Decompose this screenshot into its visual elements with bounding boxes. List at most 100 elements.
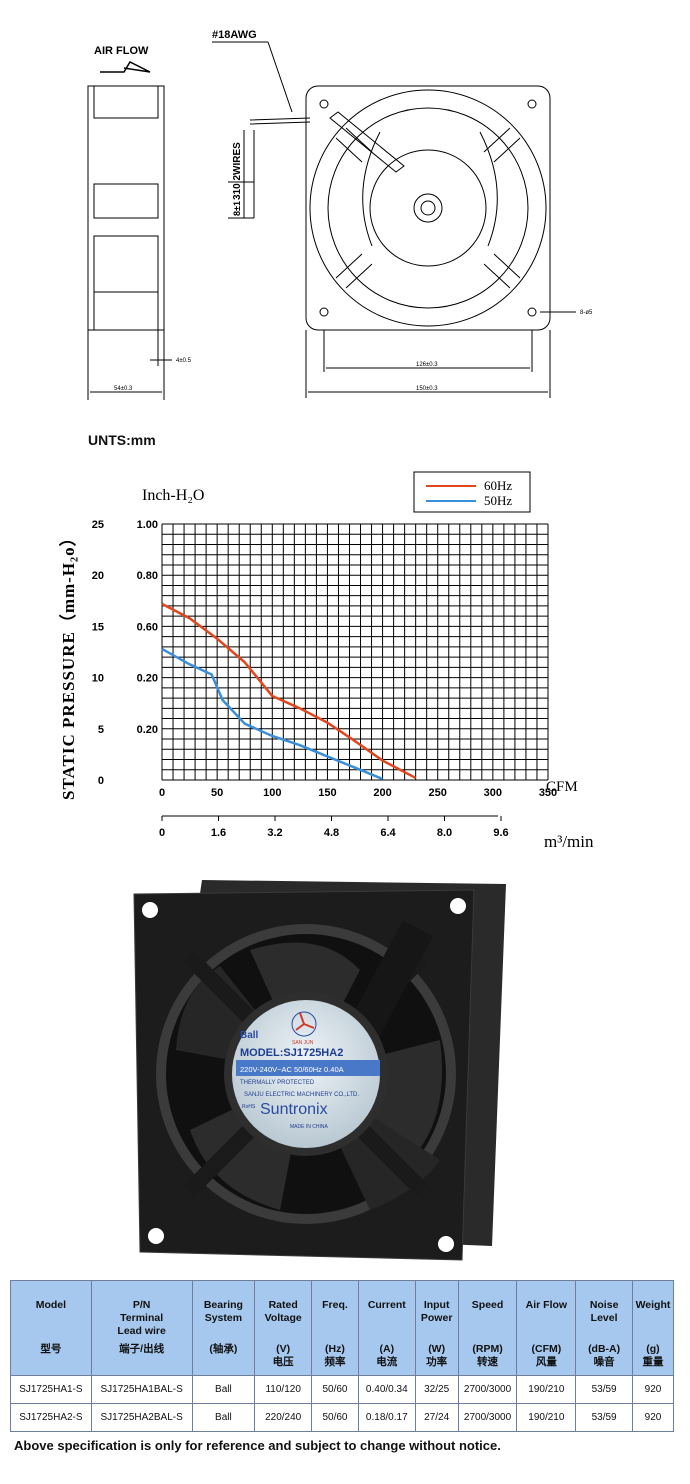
header-unit: (W) [428, 1343, 446, 1355]
table-cell: 0.18/0.17 [357, 1403, 416, 1432]
y-tick-label: 5 [98, 724, 104, 736]
x2-tick-label: 3.2 [267, 827, 282, 839]
header-cn: 噪音 [593, 1356, 615, 1368]
header-cn: 转速 [477, 1356, 499, 1368]
header-label: Input Power [420, 1299, 453, 1324]
y-tick-label: 20 [92, 570, 104, 582]
x-tick-label: 300 [484, 787, 502, 799]
x-tick-label: 100 [263, 787, 281, 799]
table-cell: SJ1725HA1-S [10, 1375, 92, 1404]
table-row: SJ1725HA2-S SJ1725HA2BAL-S Ball 220/240 50/6… [10, 1403, 675, 1432]
header-cell: Bearing System (轴承) [191, 1280, 256, 1376]
y2-tick-label: 0.20 [137, 724, 158, 736]
table-cell: 53/59 [575, 1403, 633, 1432]
chart-grid [161, 523, 549, 781]
fan-label-rating: 220V-240V~AC 50/60Hz 0.40A [240, 1065, 344, 1074]
strip-label: 8±1 [232, 201, 242, 216]
header-cn: (轴承) [209, 1343, 238, 1355]
header-label: Freq. [322, 1299, 348, 1311]
thickness-dim: 4±0.5 [176, 358, 192, 364]
header-unit: (dB-A) [588, 1343, 621, 1355]
header-cn: 功率 [426, 1356, 448, 1368]
header-cell: Input Power (W) 功率 [414, 1280, 459, 1376]
header-cell: Current (A) 电流 [357, 1280, 416, 1376]
header-cn: 端子/出线 [119, 1343, 165, 1355]
header-cell: Rated Voltage (V) 电压 [254, 1280, 313, 1376]
header-cn: 电压 [272, 1356, 294, 1368]
table-cell: 50/60 [311, 1375, 359, 1404]
chart-series [161, 602, 417, 781]
header-label: Air Flow [525, 1299, 568, 1311]
chart-title: Inch-H₂O [142, 487, 204, 504]
header-cn: 频率 [324, 1356, 346, 1368]
header-cell: Air Flow (CFM) 风量 [516, 1280, 577, 1376]
performance-chart: Inch-H₂O STATIC PRESSURE（mm-H₂o） CFM m³/… [58, 471, 594, 851]
y-tick-label: 10 [92, 673, 104, 685]
wire-gauge-label: #18AWG [212, 29, 257, 41]
hole-dim: 8-ø5 [580, 310, 593, 316]
fan-label-model: MODEL:SJ1725HA2 [240, 1047, 343, 1059]
fan-label-rohs: RoHS [242, 1104, 256, 1110]
header-cn: 电流 [376, 1356, 398, 1368]
y-tick-label: 0 [98, 775, 104, 787]
fan-product-photo: Ball SAN JUN MODEL:SJ1725HA2 220V-240V~A… [133, 880, 506, 1261]
header-label: Bearing System [203, 1299, 243, 1324]
x2-tick-label: 6.4 [380, 827, 396, 839]
table-cell: 920 [631, 1403, 675, 1432]
table-cell: SJ1725HA1BAL-S [90, 1375, 193, 1404]
table-cell: 2700/3000 [457, 1403, 518, 1432]
table-cell: SJ1725HA2BAL-S [90, 1403, 193, 1432]
table-cell: Ball [191, 1375, 256, 1404]
header-unit: (g) [646, 1343, 660, 1355]
fan-label-protection: THERMALLY PROTECTED [240, 1080, 315, 1086]
header-label: Speed [471, 1299, 504, 1311]
table-row: SJ1725HA1-S SJ1725HA1BAL-S Ball 110/120 50/6… [10, 1375, 675, 1404]
header-unit: (Hz) [325, 1343, 345, 1355]
table-cell: 0.40/0.34 [357, 1375, 416, 1404]
header-unit: (V) [276, 1343, 291, 1355]
depth-dim: 54±0.3 [114, 386, 133, 392]
front-view [305, 85, 576, 398]
table-cell: 190/210 [516, 1375, 577, 1404]
table-cell: 50/60 [311, 1403, 359, 1432]
header-label: Noise Level [589, 1299, 619, 1324]
table-cell: 920 [631, 1375, 675, 1404]
fan-label-brandmark: SAN JUN [292, 1040, 314, 1046]
series-line-60hz [161, 602, 417, 780]
x-tick-label: 200 [373, 787, 391, 799]
header-cell: Model 型号 [10, 1280, 92, 1376]
fan-label-origin: MADE IN CHINA [290, 1124, 328, 1130]
table-cell: 53/59 [575, 1375, 633, 1404]
header-cell: P/N Terminal Lead wire 端子/出线 [90, 1280, 193, 1376]
x-tick-label: 250 [429, 787, 447, 799]
disclaimer: Above specification is only for referenc… [14, 1438, 501, 1453]
x2-tick-label: 1.6 [211, 827, 226, 839]
fan-label-maker: SANJU ELECTRIC MACHINERY CO.,LTD. [244, 1092, 359, 1098]
table-cell: 32/25 [414, 1375, 459, 1404]
header-unit: (A) [379, 1343, 395, 1355]
x2-tick-label: 8.0 [437, 827, 452, 839]
technical-drawing: AIR FLOW 4±0.5 54±0.3 #18AWG 310 2WIRES … [87, 29, 593, 400]
table-cell: SJ1725HA2-S [10, 1403, 92, 1432]
y-tick-label: 25 [92, 519, 104, 531]
fan-logo-icon [291, 1011, 317, 1037]
x-tick-label: 350 [539, 787, 557, 799]
y-axis-label: STATIC PRESSURE（mm-H₂o） [58, 528, 78, 800]
header-cn: 重量 [642, 1356, 664, 1368]
width-dim: 150±0.3 [416, 386, 438, 392]
table-cell: 27/24 [414, 1403, 459, 1432]
airflow-arrow-icon [100, 61, 151, 73]
header-cn: 风量 [535, 1356, 557, 1368]
hole-pitch-dim: 126±0.3 [416, 362, 438, 368]
x-tick-label: 50 [211, 787, 223, 799]
chart-ticks: 0 50 100 150 200 250 300 35025201510501.000.800… [92, 519, 557, 839]
legend-item-50hz: 50Hz [484, 493, 512, 508]
legend-item-60hz: 60Hz [484, 478, 512, 493]
y2-tick-label: 1.00 [137, 519, 158, 531]
header-label: Rated Voltage [264, 1299, 302, 1324]
header-unit: (RPM) [472, 1343, 503, 1355]
header-cn: 型号 [40, 1343, 62, 1355]
x2-axis-label: m³/min [544, 832, 594, 851]
side-view [87, 85, 172, 400]
header-cell: Noise Level (dB-A) 噪音 [575, 1280, 633, 1376]
